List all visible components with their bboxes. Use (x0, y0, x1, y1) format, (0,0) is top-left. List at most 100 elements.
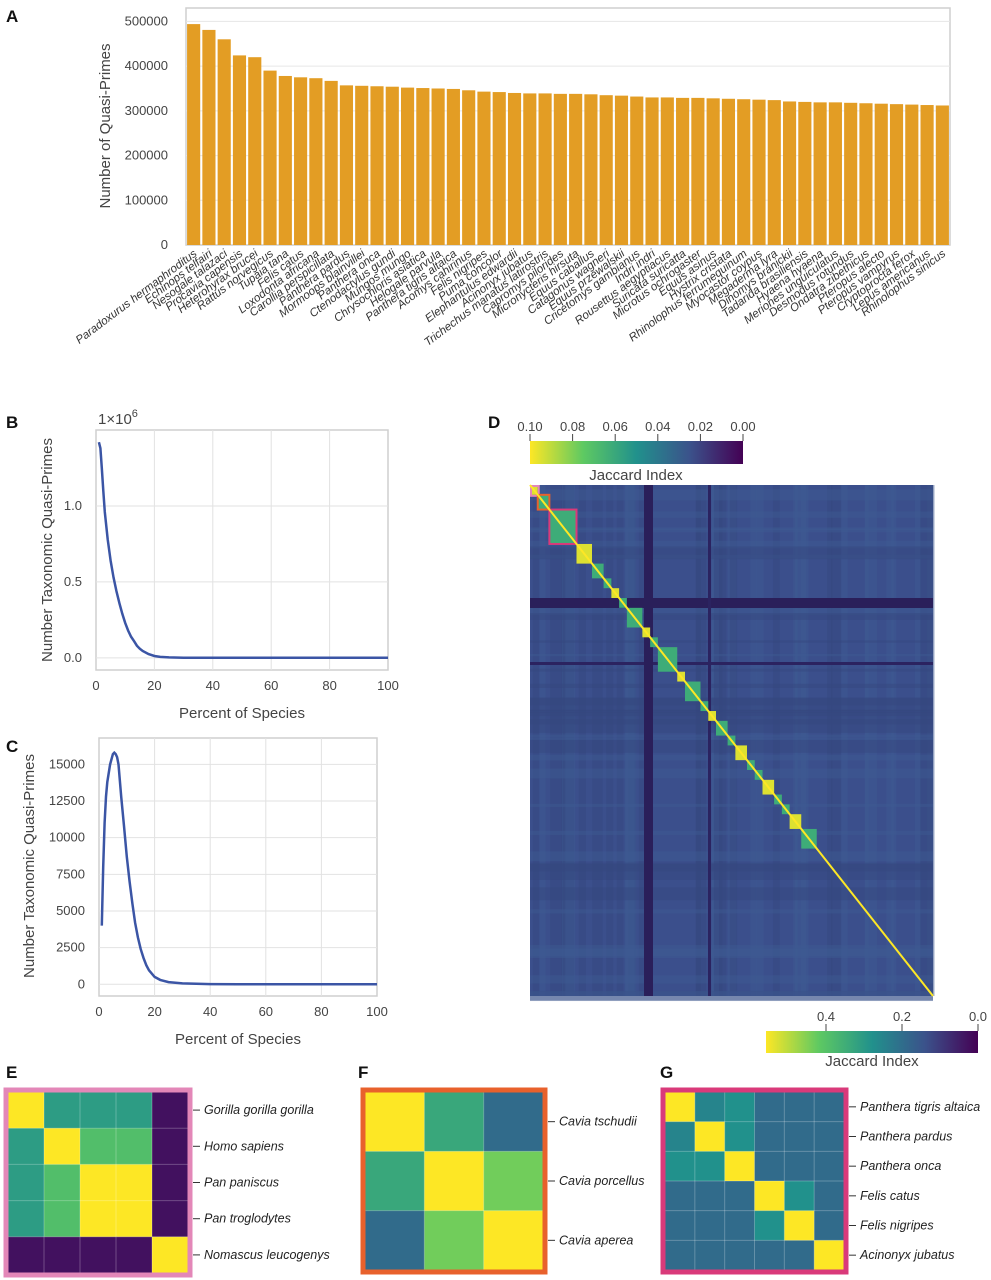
texture-band (695, 485, 701, 996)
texture-band (530, 640, 933, 643)
heatmap-row-label: Felis catus (860, 1189, 920, 1203)
heatmap-cell (44, 1092, 81, 1129)
heatmap-row-label: Pan troglodytes (204, 1212, 291, 1226)
heatmap-cell (754, 1121, 785, 1152)
bar (813, 102, 827, 245)
colorbar-tick-label: 0.04 (645, 419, 670, 434)
y-axis-label: Number Taxonomic Quasi-Primes (21, 754, 38, 978)
y-tick-label: 0 (78, 976, 85, 991)
texture-band (592, 485, 603, 996)
colorbar-tick-label: 0.06 (603, 419, 628, 434)
x-tick-label: 40 (206, 678, 220, 693)
highlight-f (536, 493, 551, 511)
colorbar-bottom-label: Jaccard Index (825, 1053, 919, 1070)
heatmap-row-label: Homo sapiens (204, 1139, 284, 1153)
panel-letter-c: C (6, 737, 18, 756)
heatmap-row-label: Pan paniscus (204, 1176, 279, 1190)
texture-band (530, 603, 933, 615)
heatmap-row-label: Felis nigripes (860, 1219, 934, 1233)
texture-band (562, 485, 566, 996)
data-line (97, 441, 388, 660)
panel-letter-g: G (660, 1063, 673, 1082)
heatmap-cell (44, 1236, 81, 1274)
bar (599, 95, 613, 245)
jaccard-heatmap-d: 0.10 0.08 0.06 0.04 0.02 0.00 Jaccard Index 0… (517, 419, 987, 1070)
heatmap-row-label: Panthera onca (860, 1159, 941, 1173)
panel-letter-b: B (6, 413, 18, 432)
heatmap-row-label: Acinonyx jubatus (859, 1248, 955, 1262)
bar (400, 87, 415, 246)
heatmap-cell (814, 1181, 845, 1212)
texture-band (772, 485, 780, 996)
y-tick-label: 5000 (56, 903, 85, 918)
texture-band (530, 613, 933, 620)
heatmap-cell (44, 1164, 81, 1202)
heatmap-cell (80, 1164, 117, 1202)
y-multiplier-exponent: 6 (132, 408, 138, 420)
bar (523, 93, 537, 246)
texture-band (530, 697, 933, 706)
bar (507, 92, 522, 245)
texture-band (864, 485, 869, 996)
heatmap-cell (365, 1210, 425, 1271)
heatmap-cell (694, 1151, 726, 1182)
heatmap-cell (152, 1200, 189, 1238)
texture-band (530, 683, 933, 688)
heatmap-cell (724, 1092, 755, 1123)
bar (278, 75, 292, 245)
heatmap-cell (665, 1092, 696, 1123)
bar (752, 99, 766, 245)
texture-band (561, 485, 575, 996)
texture-band (530, 709, 933, 717)
texture-band (530, 990, 933, 1001)
texture-band (530, 698, 933, 711)
heatmap-cell (724, 1121, 755, 1152)
x-tick-label: 20 (147, 1004, 161, 1019)
y-tick-label: 15000 (49, 756, 85, 771)
heatmap-cell (8, 1164, 45, 1202)
texture-band (530, 554, 933, 559)
bar (202, 29, 216, 246)
heatmap-row-label: Gorilla gorilla gorilla (204, 1103, 314, 1117)
heatmap-cell (116, 1164, 153, 1202)
x-axis-label: Percent of Species (179, 705, 305, 722)
y-tick-label: 300000 (125, 103, 168, 118)
texture-band (530, 768, 933, 779)
bar (660, 97, 674, 245)
y-tick-label: 400000 (125, 58, 168, 73)
line-chart-taxonomic-c: 0 20 40 60 80 100 0 2500 5000 7500 10000 12500 15000… (21, 737, 388, 1048)
texture-band (628, 485, 636, 996)
heatmap-cell (116, 1092, 153, 1129)
heatmap-cell (80, 1236, 117, 1274)
y-axis-label: Number Taxonomic Quasi-Primes (39, 438, 56, 662)
texture-band (750, 485, 757, 996)
heatmap-cell (784, 1151, 815, 1182)
colorbar-tick-label: 0.10 (517, 419, 542, 434)
heatmap-cell (784, 1181, 815, 1212)
heatmap-row-label: Cavia tschudii (559, 1115, 638, 1129)
texture-band (886, 485, 894, 996)
heatmap-cell (424, 1210, 485, 1271)
y-tick-label: 2500 (56, 940, 85, 955)
heatmap-cell (754, 1092, 785, 1123)
texture-band (530, 709, 933, 713)
x-tick-label: 100 (377, 678, 399, 693)
texture-band (530, 527, 933, 531)
heatmap-row-label: Cavia porcellus (559, 1174, 644, 1188)
heatmap-cell (44, 1128, 81, 1165)
heatmap-cell (694, 1181, 726, 1212)
panel-letter-a: A (6, 7, 18, 26)
heatmap-cell (483, 1092, 544, 1152)
bar (294, 77, 308, 246)
texture-band (530, 945, 933, 949)
texture-band (530, 887, 933, 901)
heatmap-cell (754, 1240, 785, 1271)
bar (569, 93, 583, 246)
texture-band (530, 948, 933, 959)
heatmap-cell (483, 1210, 544, 1271)
frame-g (660, 1087, 849, 1275)
texture-band (841, 485, 848, 996)
plot-frame (95, 429, 389, 671)
x-tick-label: 20 (147, 678, 161, 693)
